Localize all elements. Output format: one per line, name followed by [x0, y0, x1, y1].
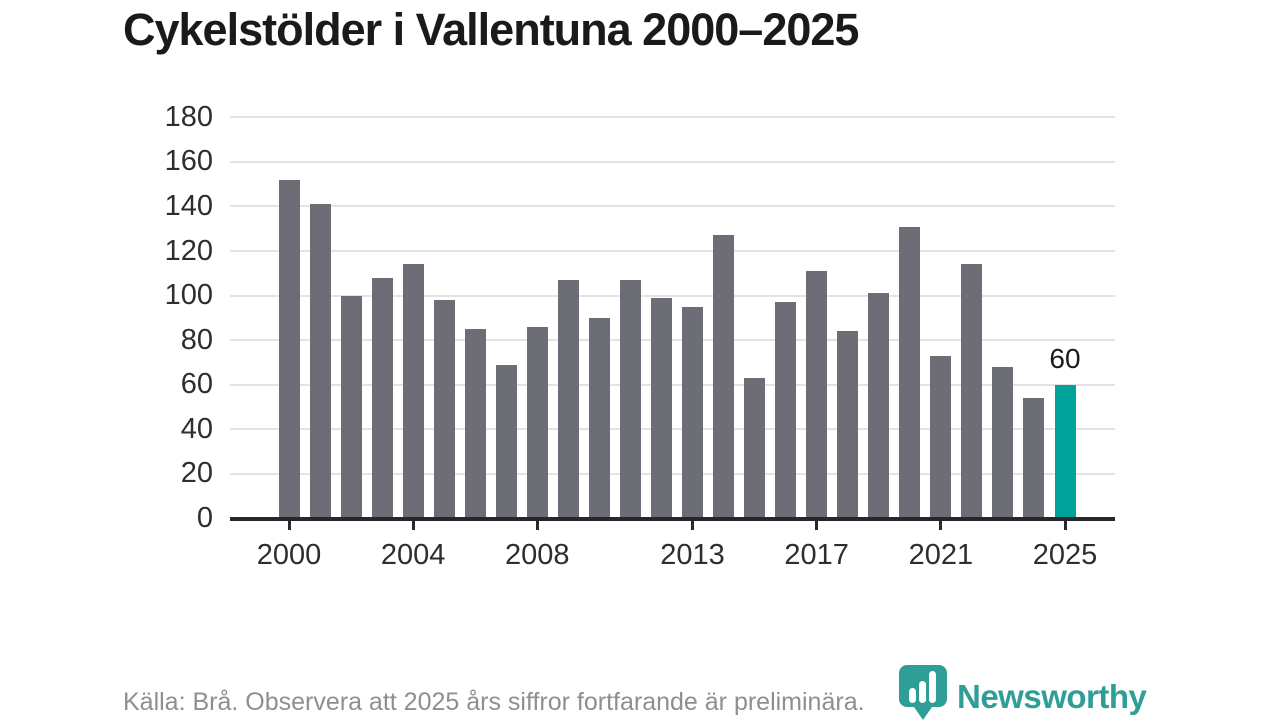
- bar-2011: [619, 280, 641, 519]
- x-axis-tick-2008: [535, 520, 539, 530]
- bar-2010: [588, 317, 610, 519]
- bar-2006: [464, 329, 486, 519]
- x-axis-tick-2021: [939, 520, 943, 530]
- y-axis-tick-label: 160: [164, 145, 213, 178]
- newsworthy-logo-text: Newsworthy: [957, 678, 1147, 715]
- highlight-value-label: 60: [1049, 342, 1081, 374]
- x-axis-tick-label: 2004: [380, 538, 446, 571]
- gridline-40: [230, 428, 1115, 431]
- y-axis-tick-label: 20: [180, 457, 213, 490]
- bar-2001: [309, 204, 331, 519]
- x-axis-tick-label: 2017: [784, 538, 849, 571]
- bar-2005: [433, 300, 455, 519]
- bar-2000: [278, 179, 300, 519]
- x-axis-line: [230, 516, 1115, 521]
- x-axis-tick-2025: [1063, 520, 1067, 530]
- bar-2018: [837, 331, 859, 519]
- gridline-160: [230, 160, 1115, 163]
- bar-2014: [713, 235, 735, 519]
- x-axis-tick-label: 2013: [660, 538, 725, 571]
- bar-2003: [371, 277, 393, 519]
- bar-2025: [1054, 384, 1076, 519]
- bar-2004: [402, 264, 424, 519]
- bar-2015: [744, 378, 766, 519]
- y-axis-tick-label: 0: [196, 502, 213, 534]
- x-axis-tick-label: 2000: [256, 538, 322, 571]
- x-axis-tick-label: 2008: [505, 538, 570, 571]
- y-axis-tick-label: 120: [164, 234, 213, 267]
- x-axis-tick-2017: [815, 520, 819, 530]
- bar-2023: [992, 366, 1014, 519]
- x-axis-tick-label: 2021: [908, 538, 974, 571]
- bar-2009: [557, 280, 579, 519]
- bar-2013: [682, 306, 704, 519]
- bar-chart-plot-area: 0 20 40 60 80 100 120 140 160 180 2000 2004 2008 2013…: [164, 100, 1115, 571]
- y-axis-tick-label: 40: [180, 412, 213, 445]
- y-axis-tick-label: 140: [164, 189, 213, 222]
- x-axis-tick-label: 2025: [1032, 538, 1098, 571]
- x-axis-tick-2013: [691, 520, 695, 530]
- gridline-60: [230, 383, 1115, 386]
- gridline-140: [230, 205, 1115, 208]
- y-axis-tick-label: 180: [164, 100, 213, 133]
- x-axis-tick-2000: [287, 520, 291, 530]
- y-axis-tick-label: 80: [180, 323, 213, 356]
- newsworthy-pin-icon: [897, 664, 949, 720]
- gridline-80: [230, 339, 1115, 342]
- bar-2012: [650, 297, 672, 519]
- bar-2007: [495, 364, 517, 519]
- y-axis-tick-label: 100: [164, 279, 213, 312]
- bar-2021: [930, 355, 952, 519]
- y-axis-tick-label: 60: [180, 368, 213, 401]
- bar-2016: [775, 302, 797, 519]
- gridline-120: [230, 250, 1115, 253]
- bar-2017: [806, 271, 828, 519]
- gridline-20: [230, 472, 1115, 475]
- x-axis-tick-2004: [411, 520, 415, 530]
- gridline-180: [230, 116, 1115, 119]
- page-title: Cykelstölder i Vallentuna 2000–2025: [123, 4, 859, 55]
- source-note: Källa: Brå. Observera att 2025 års siffr…: [123, 688, 865, 716]
- bar-2019: [868, 293, 890, 519]
- bar-2002: [340, 295, 362, 519]
- bar-2008: [526, 326, 548, 519]
- bar-2024: [1023, 398, 1045, 519]
- bar-2020: [899, 226, 921, 519]
- bar-2022: [961, 264, 983, 519]
- gridline-100: [230, 294, 1115, 297]
